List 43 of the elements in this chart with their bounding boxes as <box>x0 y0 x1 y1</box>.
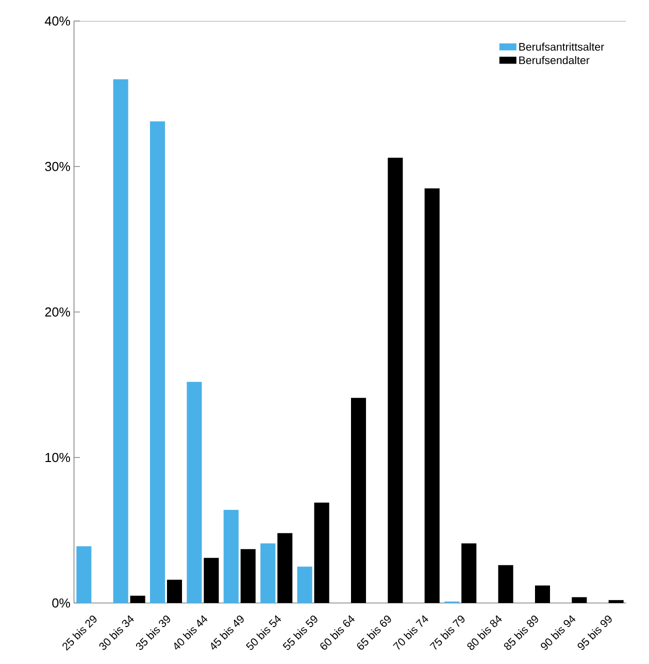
y-tick-label: 30% <box>45 162 70 172</box>
x-tick-label: 75 bis 79 <box>430 616 465 650</box>
bar <box>608 600 624 603</box>
legend-label: Berufsantrittsalter <box>519 42 604 51</box>
bar <box>113 79 128 603</box>
x-tick-label: 85 bis 89 <box>504 616 538 650</box>
bar <box>186 382 202 603</box>
bar <box>224 510 239 603</box>
x-tick-label: 30 bis 34 <box>99 615 134 650</box>
y-tick-label: 0% <box>52 598 70 608</box>
bar <box>314 502 330 603</box>
bar <box>351 398 366 603</box>
bar <box>204 558 219 603</box>
x-tick-label: 95 bis 99 <box>578 616 612 650</box>
bar <box>388 158 403 603</box>
bar <box>277 533 292 603</box>
bar <box>461 543 476 603</box>
x-tick-label: 80 bis 84 <box>467 615 502 650</box>
bar <box>424 188 440 603</box>
bar <box>260 543 276 603</box>
x-tick-label: 40 bis 44 <box>174 615 208 650</box>
x-tick-label: 90 bis 94 <box>540 615 576 650</box>
legend-label: Berufsendalter <box>519 56 590 64</box>
bar <box>76 546 92 603</box>
x-tick-label: 55 bis 59 <box>282 616 318 650</box>
bar <box>498 565 514 603</box>
bar <box>166 580 182 603</box>
bar <box>240 549 256 603</box>
x-tick-label: 65 bis 69 <box>357 616 391 650</box>
y-tick-label: 20% <box>45 307 70 317</box>
bar <box>572 597 587 603</box>
x-tick-label: 25 bis 29 <box>62 616 97 651</box>
bar <box>150 121 166 603</box>
y-tick-label: 10% <box>46 452 70 462</box>
y-tick-label: 40% <box>44 16 70 26</box>
bar <box>297 566 312 603</box>
x-tick-label: 60 bis 64 <box>320 615 355 650</box>
x-tick-label: 50 bis 54 <box>246 615 282 650</box>
x-tick-label: 45 bis 49 <box>211 616 244 650</box>
x-tick-label: 70 bis 74 <box>392 615 428 650</box>
x-tick-label: 35 bis 39 <box>136 616 170 650</box>
bar <box>535 586 550 603</box>
bar <box>130 596 146 603</box>
